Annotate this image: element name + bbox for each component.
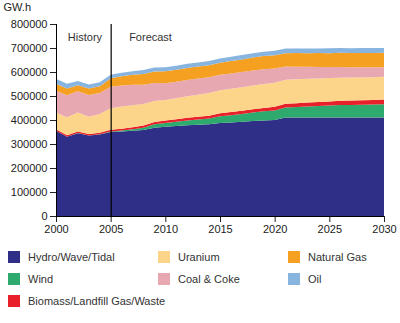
svg-text:0: 0 (41, 210, 47, 222)
svg-text:2010: 2010 (154, 223, 178, 235)
html-text:Natural Gas: Natural Gas (308, 251, 367, 263)
svg-text:200000: 200000 (11, 162, 48, 174)
html-text:Oil: Oil (308, 273, 322, 285)
html-text:Coal & Coke: Coal & Coke (178, 273, 240, 285)
svg-text:GW.h: GW.h (4, 1, 32, 13)
svg-text:2000: 2000 (44, 223, 68, 235)
svg-text:History: History (68, 31, 103, 43)
svg-text:400000: 400000 (11, 114, 48, 126)
html-text:Wind: Wind (28, 273, 54, 285)
html-text:Biomass/Landfill Gas/Waste: Biomass/Landfill Gas/Waste (28, 295, 166, 307)
svg-text:700000: 700000 (11, 42, 48, 54)
svg-text:100000: 100000 (11, 186, 48, 198)
html-text:Uranium: Uranium (178, 251, 220, 263)
svg-text:500000: 500000 (11, 90, 48, 102)
svg-text:2020: 2020 (263, 223, 287, 235)
svg-text:2025: 2025 (318, 223, 342, 235)
svg-text:2030: 2030 (372, 223, 396, 235)
svg-text:Forecast: Forecast (129, 31, 172, 43)
svg-text:2005: 2005 (99, 223, 123, 235)
svg-text:300000: 300000 (11, 138, 48, 150)
svg-text:600000: 600000 (11, 66, 48, 78)
html-text:Hydro/Wave/Tidal: Hydro/Wave/Tidal (28, 251, 115, 263)
svg-text:800000: 800000 (11, 18, 48, 30)
svg-text:2015: 2015 (208, 223, 232, 235)
